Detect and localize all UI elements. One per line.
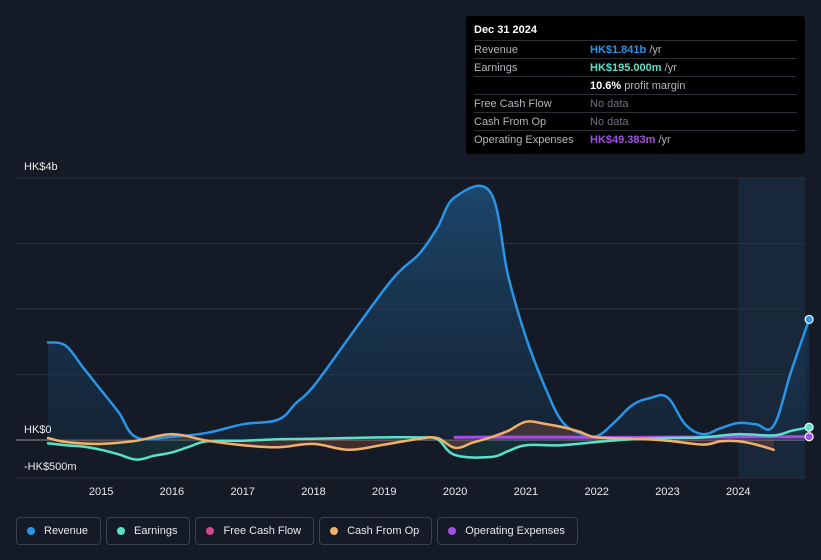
tooltip-row-operating-expenses: Operating Expenses HK$49.383m /yr [474, 131, 797, 148]
data-tooltip: Dec 31 2024 Revenue HK$1.841b /yr Earnin… [466, 16, 805, 154]
operating-expenses-line [453, 435, 811, 439]
y-axis-zero-label: HK$0 [24, 424, 52, 436]
tooltip-unit: /yr [646, 43, 662, 56]
legend-dot-icon [206, 527, 215, 535]
tooltip-row-revenue: Revenue HK$1.841b /yr [474, 41, 797, 59]
tooltip-key: Free Cash Flow [474, 97, 552, 110]
tooltip-value-operating-expenses: HK$49.383m [590, 133, 656, 146]
tooltip-unit: /yr [661, 61, 677, 74]
x-tick-label: 2019 [372, 486, 396, 498]
legend-label: Earnings [134, 525, 178, 537]
tooltip-key: Earnings [474, 61, 518, 74]
operating-expenses-end-marker[interactable] [804, 432, 814, 442]
tooltip-key: Cash From Op [474, 115, 547, 128]
x-tick-label: 2015 [89, 486, 113, 498]
y-axis-top-label: HK$4b [24, 161, 58, 173]
tooltip-value-free-cash-flow: No data [590, 97, 629, 110]
x-tick-label: 2017 [230, 486, 254, 498]
earnings-line [46, 425, 811, 461]
x-tick-label: 2022 [584, 486, 608, 498]
earnings-end-marker[interactable] [804, 422, 814, 432]
legend-dot-icon [448, 527, 457, 535]
revenue-line [46, 184, 811, 441]
tooltip-key: Revenue [474, 43, 519, 56]
tooltip-row-free-cash-flow: Free Cash Flow No data [474, 95, 797, 113]
legend-label: Free Cash Flow [223, 525, 302, 537]
legend-item-earnings[interactable]: Earnings [106, 517, 191, 545]
cash-from-op-line [46, 420, 775, 452]
legend-label: Revenue [44, 525, 89, 537]
tooltip-date: Dec 31 2024 [474, 24, 797, 41]
tooltip-value-cash-from-op: No data [590, 115, 629, 128]
tooltip-row-cash-from-op: Cash From Op No data [474, 113, 797, 131]
legend-dot-icon [27, 527, 35, 535]
chart-legend: Revenue Earnings Free Cash Flow Cash Fro… [16, 517, 578, 545]
legend-label: Operating Expenses [465, 525, 565, 537]
x-tick-label: 2021 [514, 486, 538, 498]
tooltip-row-profit-margin: 10.6% profit margin [474, 77, 797, 95]
tooltip-row-earnings: Earnings HK$195.000m /yr [474, 59, 797, 77]
tooltip-value-earnings: HK$195.000m [590, 61, 662, 74]
legend-item-cash-from-op[interactable]: Cash From Op [319, 517, 433, 545]
tooltip-unit: profit margin [621, 79, 686, 92]
revenue-end-marker[interactable] [804, 314, 814, 325]
tooltip-unit: /yr [655, 133, 671, 146]
legend-dot-icon [117, 527, 126, 535]
legend-dot-icon [330, 527, 339, 535]
legend-label: Cash From Op [347, 525, 420, 537]
x-tick-label: 2018 [301, 486, 325, 498]
x-tick-label: 2023 [655, 486, 679, 498]
legend-item-revenue[interactable]: Revenue [16, 517, 102, 545]
tooltip-value-revenue: HK$1.841b [590, 43, 647, 56]
tooltip-key: Operating Expenses [474, 133, 574, 146]
x-tick-label: 2020 [443, 486, 467, 498]
x-tick-label: 2016 [160, 486, 184, 498]
x-tick-label: 2024 [726, 486, 750, 498]
legend-item-free-cash-flow[interactable]: Free Cash Flow [195, 517, 315, 545]
revenue-area [48, 185, 810, 440]
tooltip-value-profit-margin: 10.6% [590, 79, 622, 92]
legend-item-operating-expenses[interactable]: Operating Expenses [437, 517, 578, 545]
y-axis-bottom-label: -HK$500m [24, 461, 77, 473]
